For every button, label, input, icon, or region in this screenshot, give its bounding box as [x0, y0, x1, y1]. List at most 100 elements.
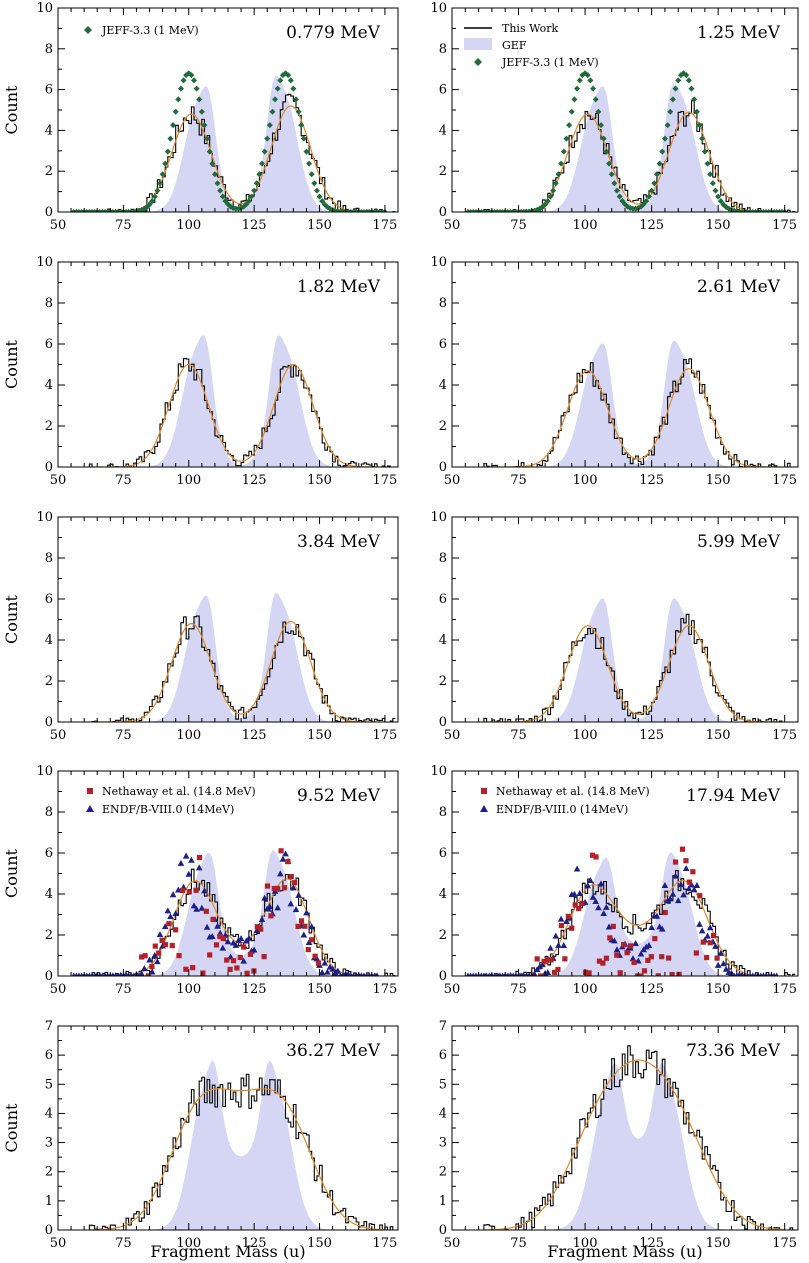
x-tick-label: 125 [639, 473, 664, 488]
x-axis-label: Fragment Mass (u) [150, 1242, 305, 1261]
jeff-point [712, 187, 719, 194]
legend-jeff-label: JEFF-3.3 (1 MeV) [501, 56, 599, 69]
nethaway-point [247, 951, 254, 957]
this-work-histogram [483, 613, 796, 722]
gef-area [478, 852, 785, 976]
x-tick-label: 75 [510, 473, 527, 488]
energy-label: 3.84 MeV [297, 532, 381, 552]
endf-point [764, 972, 769, 976]
endf-point [685, 885, 693, 892]
y-tick-label: 10 [36, 1, 53, 16]
gef-area [84, 593, 385, 722]
nethaway-point [190, 965, 196, 971]
legend-nethaway-marker [481, 788, 487, 794]
this-work-histogram [483, 358, 796, 467]
x-tick-label: 175 [373, 982, 398, 997]
endf-point [666, 895, 674, 902]
gef-area [478, 84, 785, 212]
y-tick-label: 4 [45, 1106, 53, 1121]
endf-point [129, 972, 134, 976]
y-tick-label: 2 [439, 419, 447, 434]
nethaway-point [210, 916, 216, 923]
jeff-point [614, 187, 621, 194]
gaussian-fit-line [483, 1059, 785, 1230]
endf-point [772, 972, 776, 976]
endf-point [690, 886, 698, 893]
x-tick-label: 125 [639, 1236, 664, 1251]
endf-point [245, 934, 253, 941]
jeff-point [272, 96, 279, 103]
y-tick-label: 7 [45, 1019, 53, 1034]
legend-this-work-label: This Work [502, 22, 559, 35]
endf-point [471, 972, 476, 976]
legend: JEFF-3.3 (1 MeV) [84, 24, 199, 37]
y-tick-label: 6 [45, 83, 53, 98]
jeff-point [191, 77, 197, 84]
jeff-point [293, 96, 299, 103]
gaussian-fit-line [89, 363, 385, 467]
nethaway-points [139, 848, 322, 976]
endf-point [292, 906, 300, 913]
endf-point [76, 972, 81, 976]
jeff-point [308, 171, 315, 178]
endf-point [521, 972, 526, 976]
endf-point [167, 913, 174, 920]
nethaway-point [217, 933, 223, 940]
endf-point [185, 870, 193, 877]
legend-endf-label: ENDF/B-VIII.0 (14MeV) [496, 803, 628, 816]
jeff-point [659, 148, 666, 155]
jeff-point [259, 160, 265, 167]
nethaway-point [555, 966, 561, 973]
jeff-point [138, 206, 145, 212]
jeff-point [245, 198, 252, 205]
nethaway-points [534, 846, 720, 976]
legend: Nethaway et al. (14.8 MeV) ENDF/B-VIII.0 … [86, 785, 256, 816]
y-tick-label: 2 [45, 419, 53, 434]
endf-point [148, 968, 156, 975]
endf-point [113, 972, 118, 976]
x-tick-label: 125 [242, 473, 267, 488]
nethaway-point [278, 848, 284, 854]
panel-2: 50 75 100 125 150 175 0 2 4 6 8 10 1.82 MeV Count [2, 255, 399, 488]
nethaway-point [617, 970, 623, 976]
nethaway-point [700, 939, 706, 945]
nethaway-point [562, 956, 568, 962]
nethaway-point [309, 937, 315, 943]
endf-point [182, 852, 190, 859]
nethaway-point [220, 935, 226, 942]
endf-point [603, 903, 610, 910]
nethaway-point [162, 942, 169, 948]
this-work-histogram [88, 1073, 396, 1230]
nethaway-point [298, 918, 305, 924]
jeff-point [699, 135, 706, 142]
y-tick-label: 0 [45, 205, 53, 220]
x-tick-label: 175 [373, 1236, 398, 1251]
endf-point [544, 968, 552, 975]
endf-point [219, 944, 227, 951]
x-tick-label: 100 [573, 473, 598, 488]
jeff-point [211, 171, 218, 178]
panel-6: 50 75 100 125 150 175 0 2 4 6 8 10 9.52 MeV Count Neth… [2, 764, 399, 997]
y-tick-label: 6 [45, 1048, 53, 1063]
jeff-point [611, 180, 618, 187]
nethaway-point [707, 940, 713, 946]
nethaway-point [666, 955, 672, 961]
nethaway-point [686, 879, 693, 885]
endf-point [348, 972, 353, 976]
endf-point [680, 891, 687, 898]
x-tick-label: 150 [706, 1236, 731, 1251]
energy-label: 73.36 MeV [686, 1041, 781, 1061]
endf-point [658, 925, 666, 932]
nethaway-point [593, 854, 599, 860]
panel-5: 50 75 100 125 150 175 0 2 4 6 8 10 5.99 MeV [430, 510, 799, 743]
nethaway-point [234, 965, 240, 971]
jeff-point [592, 96, 599, 103]
legend-jeff-marker [474, 58, 482, 66]
legend-nethaway-marker [87, 788, 93, 794]
y-tick-label: 4 [439, 887, 447, 902]
nethaway-point [641, 968, 648, 974]
x-tick-label: 175 [772, 982, 797, 997]
y-axis-label: Count [2, 848, 21, 897]
jeff-point [201, 122, 208, 129]
